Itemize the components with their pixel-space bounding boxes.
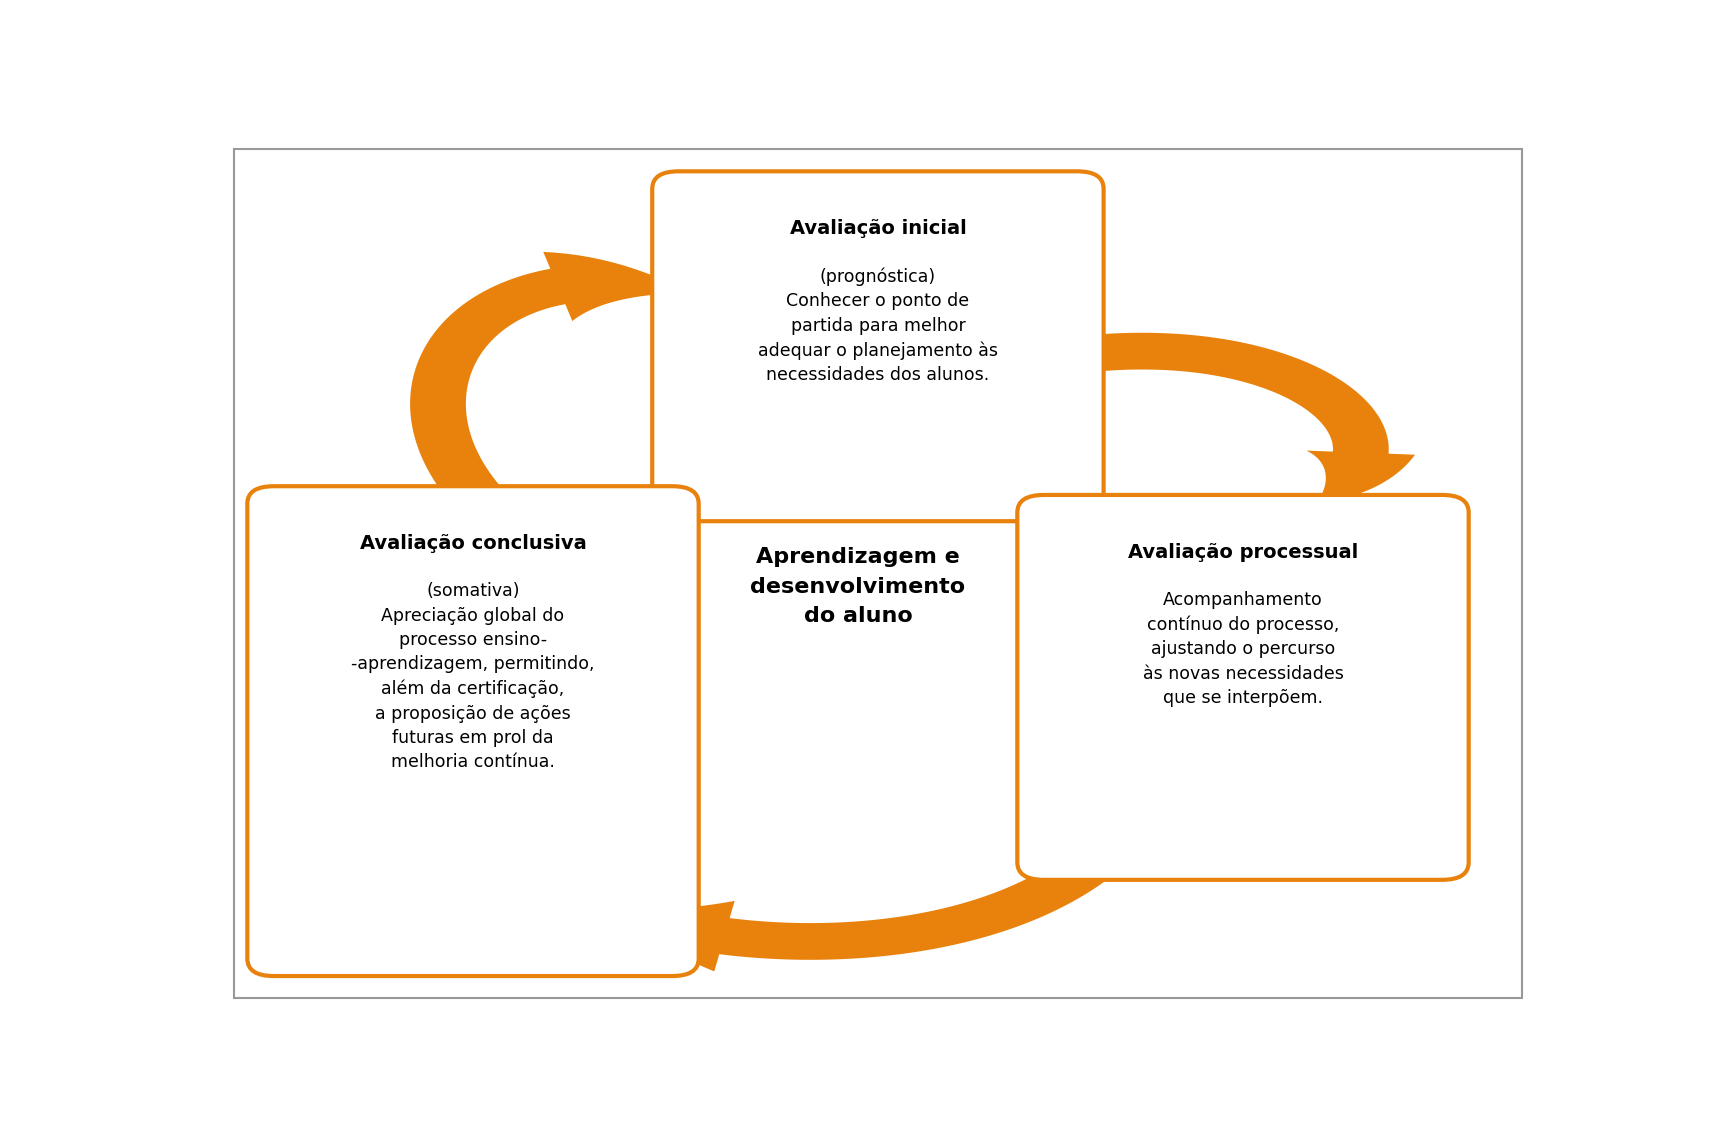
Text: Avaliação processual: Avaliação processual — [1127, 543, 1358, 562]
FancyBboxPatch shape — [653, 172, 1103, 521]
Polygon shape — [1072, 333, 1415, 503]
FancyBboxPatch shape — [1018, 495, 1468, 879]
Text: Avaliação conclusiva: Avaliação conclusiva — [360, 534, 586, 553]
FancyBboxPatch shape — [235, 150, 1521, 997]
Polygon shape — [409, 252, 692, 509]
Text: Aprendizagem e
desenvolvimento
do aluno: Aprendizagem e desenvolvimento do aluno — [750, 548, 966, 626]
Text: Avaliação inicial: Avaliação inicial — [790, 219, 966, 239]
Text: (somativa)
Apreciação global do
processo ensino-
-aprendizagem, permitindo,
além: (somativa) Apreciação global do processo… — [351, 583, 594, 771]
Polygon shape — [613, 843, 1125, 971]
Text: Acompanhamento
contínuo do processo,
ajustando o percurso
às novas necessidades
: Acompanhamento contínuo do processo, aju… — [1143, 591, 1343, 707]
FancyBboxPatch shape — [247, 486, 699, 976]
Text: (prognóstica)
Conhecer o ponto de
partida para melhor
adequar o planejamento às
: (prognóstica) Conhecer o ponto de partid… — [757, 268, 999, 384]
